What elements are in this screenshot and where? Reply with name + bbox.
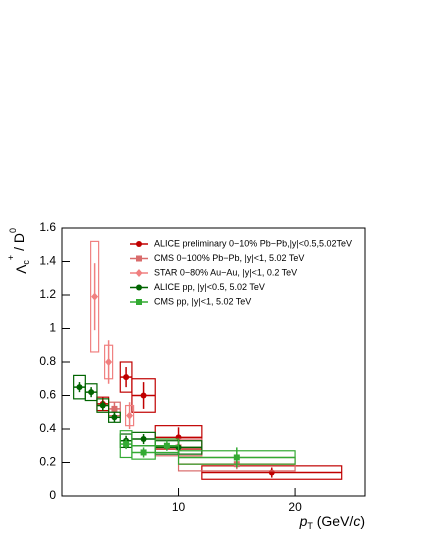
syst-box	[90, 240, 100, 353]
y-tick-label: 0.4	[39, 421, 56, 435]
legend-label: ALICE preliminary 0−10% Pb−Pb,|y|<0.5,5.…	[154, 238, 352, 248]
marker	[163, 442, 170, 449]
marker	[111, 405, 118, 412]
legend-label: CMS pp, |y|<1, 5.02 TeV	[154, 296, 251, 306]
x-tick-label: 10	[172, 500, 186, 514]
legend-label: ALICE pp, |y|<0.5, 5.02 TeV	[154, 282, 265, 292]
y-tick-label: 0.8	[39, 354, 56, 368]
y-tick-label: 0	[49, 488, 56, 502]
legend-label: CMS 0−100% Pb−Pb, |y|<1, 5.02 TeV	[154, 253, 304, 263]
y-tick-label: 0.6	[39, 388, 56, 402]
y-label-part: / D	[11, 233, 27, 255]
marker	[88, 389, 95, 396]
y-tick-label: 1	[49, 321, 56, 335]
y-tick-label: 0.2	[39, 455, 56, 469]
legend-label: STAR 0−80% Au−Au, |y|<1, 0.2 TeV	[154, 267, 297, 277]
marker	[99, 402, 106, 409]
marker	[233, 454, 240, 461]
x-label-part: p	[299, 513, 308, 529]
y-tick-label: 1.4	[39, 254, 56, 268]
y-label-part: Λ	[13, 264, 29, 274]
marker	[123, 374, 130, 381]
y-tick-label: 1.2	[39, 287, 56, 301]
marker	[140, 436, 147, 443]
y-axis-label: Λc + / D0	[6, 228, 31, 274]
y-label-part: +	[6, 255, 16, 260]
legend-marker	[135, 269, 143, 277]
x-tick-label: 20	[288, 500, 302, 514]
y-label-part: 0	[8, 228, 18, 233]
marker	[105, 358, 113, 366]
legend-marker	[136, 299, 142, 305]
legend-marker	[136, 241, 142, 247]
y-label-part: c	[21, 260, 31, 265]
x-label-part: (GeV/	[313, 513, 354, 529]
marker	[76, 384, 83, 391]
x-label-part: )	[360, 513, 365, 529]
marker	[126, 411, 134, 420]
marker	[140, 392, 147, 399]
y-tick-label: 1.6	[39, 220, 56, 234]
legend-marker	[136, 255, 142, 262]
marker	[123, 441, 130, 448]
marker	[91, 292, 99, 301]
marker	[111, 414, 118, 421]
x-axis-label: pT (GeV/c)	[299, 513, 365, 532]
legend-marker	[136, 284, 142, 291]
x-label-part: T	[307, 521, 313, 531]
marker	[140, 449, 147, 456]
x-label-part: c	[353, 513, 360, 529]
